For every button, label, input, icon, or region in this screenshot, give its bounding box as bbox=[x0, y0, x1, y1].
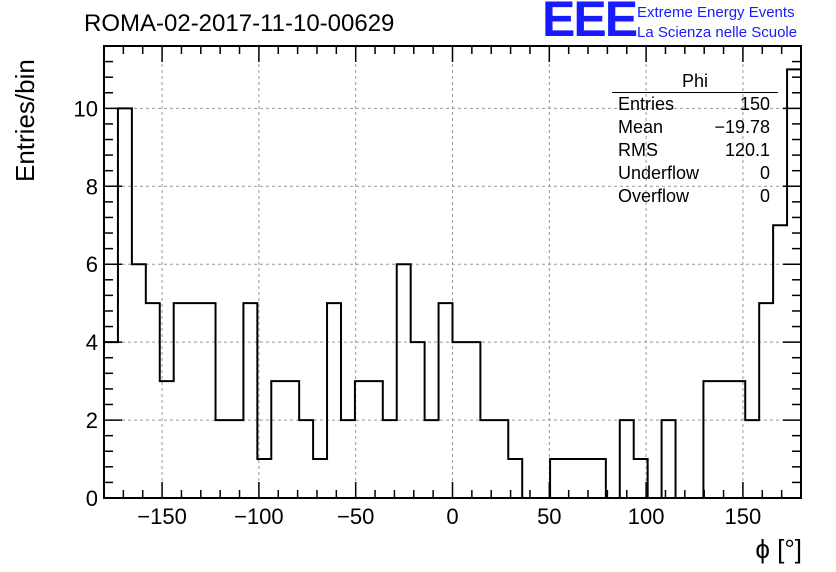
x-axis-label: ϕ [°] bbox=[755, 534, 802, 564]
x-tick-label: −100 bbox=[234, 504, 284, 529]
stats-box: Phi Entries 150 Mean −19.78 RMS 120.1 Un… bbox=[612, 70, 778, 208]
stats-label: Mean bbox=[618, 117, 664, 137]
axis-ticks bbox=[104, 46, 801, 499]
y-tick-label: 4 bbox=[86, 330, 98, 355]
x-tick-label: 50 bbox=[537, 504, 561, 529]
eee-logo: EEE bbox=[542, 0, 638, 47]
stats-value: 0 bbox=[759, 186, 770, 206]
x-tick-label: 150 bbox=[725, 504, 762, 529]
plot-title: ROMA-02-2017-11-10-00629 bbox=[84, 10, 395, 37]
stats-value: −19.78 bbox=[714, 117, 770, 137]
x-tick-label: 100 bbox=[628, 504, 665, 529]
stats-row-mean: Mean −19.78 bbox=[612, 116, 778, 139]
stats-label: RMS bbox=[618, 140, 658, 160]
logo-line-2: La Scienza nelle Scuole bbox=[637, 24, 798, 41]
y-tick-label: 10 bbox=[74, 96, 98, 121]
y-tick-label: 2 bbox=[86, 408, 98, 433]
y-tick-label: 6 bbox=[86, 252, 98, 277]
stats-row-overflow: Overflow 0 bbox=[612, 185, 778, 208]
stats-row-rms: RMS 120.1 bbox=[612, 139, 778, 162]
stats-label: Underflow bbox=[618, 163, 700, 183]
stats-row-entries: Entries 150 bbox=[612, 93, 778, 116]
x-tick-label: −150 bbox=[137, 504, 187, 529]
stats-label: Overflow bbox=[618, 186, 690, 206]
stats-row-underflow: Underflow 0 bbox=[612, 162, 778, 185]
stats-value: 0 bbox=[759, 163, 770, 183]
stats-value: 150 bbox=[739, 94, 770, 114]
x-tick-label: 0 bbox=[446, 504, 458, 529]
stats-title: Phi bbox=[612, 70, 778, 93]
y-tick-label: 8 bbox=[86, 174, 98, 199]
logo-line-1: Extreme Energy Events bbox=[637, 4, 795, 21]
y-axis-label: Entries/bin bbox=[10, 59, 40, 182]
x-tick-label: −50 bbox=[337, 504, 374, 529]
stats-value: 120.1 bbox=[724, 140, 770, 160]
y-tick-label: 0 bbox=[86, 486, 98, 511]
stats-label: Entries bbox=[618, 94, 675, 114]
tick-labels: −150 −100 −50 0 50 100 150 0 2 4 6 8 10 bbox=[74, 96, 762, 529]
y-axis-label-wrap: Entries/bin bbox=[6, 59, 40, 182]
